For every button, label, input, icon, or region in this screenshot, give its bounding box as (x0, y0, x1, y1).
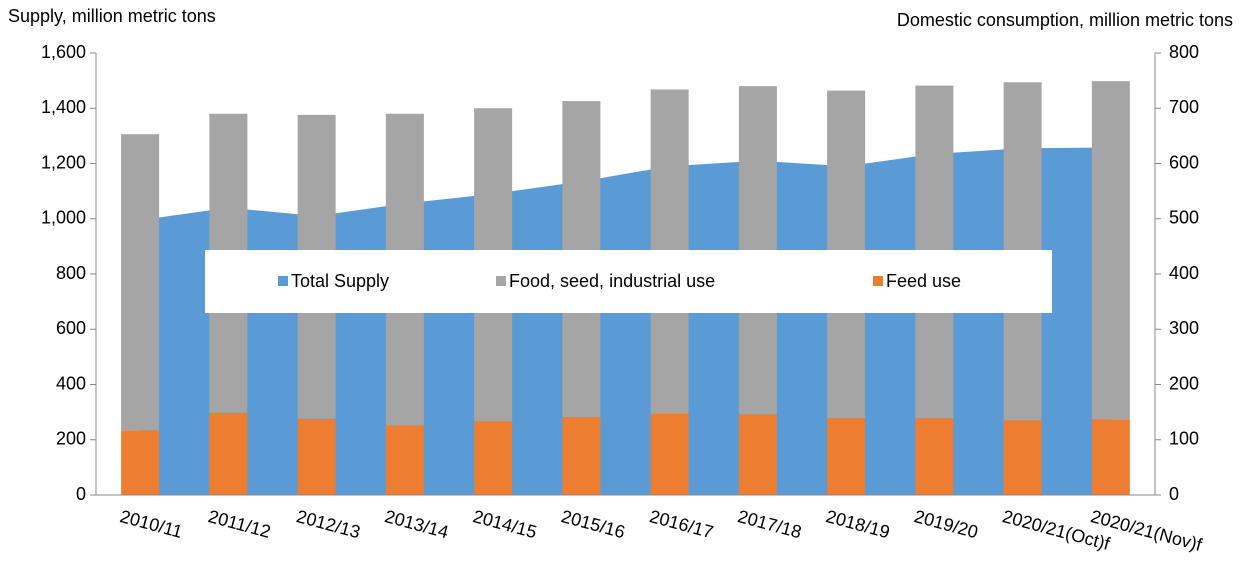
bar (738, 414, 777, 495)
bar (1003, 420, 1042, 495)
legend-swatch (873, 276, 883, 286)
y-tick-label: 1,000 (41, 208, 86, 228)
y-axis-title: Supply, million metric tons (8, 6, 216, 26)
bar (915, 418, 954, 495)
legend-label: Feed use (886, 271, 961, 291)
y2-tick-label: 600 (1169, 152, 1199, 172)
y-tick-label: 1,400 (41, 97, 86, 117)
y2-axis-title: Domestic consumption, million metric ton… (897, 10, 1233, 30)
y2-tick-label: 700 (1169, 97, 1199, 117)
area (140, 147, 1111, 496)
bar (1091, 81, 1130, 420)
legend-label: Total Supply (291, 271, 389, 291)
y2-tick-label: 400 (1169, 263, 1199, 283)
x-tick-label: 2010/11 (118, 506, 185, 542)
y2-tick-label: 800 (1169, 42, 1199, 62)
y2-tick-label: 300 (1169, 318, 1199, 338)
y-tick-label: 0 (76, 484, 86, 504)
legend-label: Food, seed, industrial use (509, 271, 715, 291)
legend-swatch (496, 276, 506, 286)
bar (209, 412, 248, 495)
x-tick-label: 2019/20 (912, 506, 980, 542)
legend-box (205, 250, 1052, 313)
y2-tick-label: 100 (1169, 429, 1199, 449)
y-tick-label: 1,600 (41, 42, 86, 62)
y2-tick-label: 500 (1169, 208, 1199, 228)
y2-tick-label: 200 (1169, 373, 1199, 393)
bar (297, 418, 336, 495)
bar (827, 418, 866, 495)
bar (1091, 419, 1130, 495)
x-tick-label: 2012/13 (294, 506, 362, 542)
y-tick-label: 600 (56, 318, 86, 338)
y-tick-label: 200 (56, 429, 86, 449)
y-tick-label: 1,200 (41, 152, 86, 172)
x-tick-label: 2018/19 (824, 506, 892, 542)
x-tick-label: 2016/17 (647, 506, 715, 542)
legend-swatch (278, 276, 288, 286)
bar (474, 421, 513, 495)
y2-tick-label: 0 (1169, 484, 1179, 504)
bar (385, 425, 424, 495)
x-tick-label: 2015/16 (559, 506, 627, 542)
x-tick-label: 2011/12 (206, 506, 273, 542)
x-tick-label: 2017/18 (736, 506, 804, 542)
x-tick-label: 2014/15 (471, 506, 539, 542)
y-tick-label: 400 (56, 373, 86, 393)
y-tick-label: 800 (56, 263, 86, 283)
bar (121, 134, 160, 431)
x-tick-label: 2013/14 (383, 506, 451, 542)
bar (121, 430, 160, 495)
bar (650, 413, 689, 495)
bar (562, 417, 601, 495)
